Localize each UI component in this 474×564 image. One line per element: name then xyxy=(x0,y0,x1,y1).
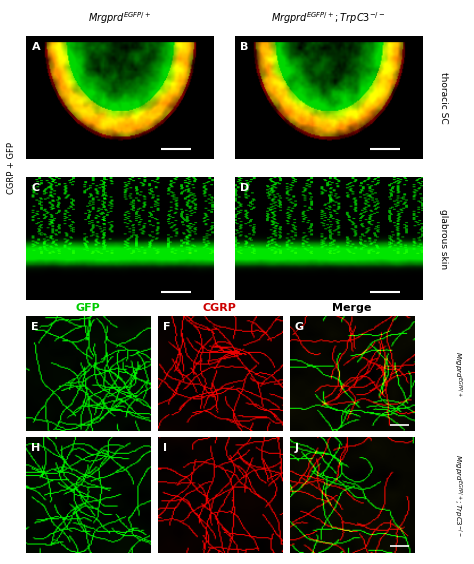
Text: B: B xyxy=(240,42,249,52)
Text: G: G xyxy=(294,321,304,332)
Text: thoracic SC: thoracic SC xyxy=(439,72,447,124)
Text: CGRP + GFP: CGRP + GFP xyxy=(8,142,16,194)
Text: E: E xyxy=(31,321,39,332)
Text: H: H xyxy=(31,443,40,453)
Text: $\it{Mrgprd}$$^{\it{EGFP/+}}$$\it{;TrpC3}$$^{\it{-/-}}$: $\it{Mrgprd}$$^{\it{EGFP/+}}$$\it{;TrpC3… xyxy=(271,10,385,26)
Text: GFP: GFP xyxy=(76,303,100,313)
Text: CGRP: CGRP xyxy=(203,303,237,313)
Text: $\it{Mrgprd}$$^{\it{EGFP/+}}$: $\it{Mrgprd}$$^{\it{EGFP/+}}$ xyxy=(451,351,464,396)
Text: $\it{Mrgprd}$$^{\it{EGFP/+}}$$\it{;TrpC3}$$^{\it{-/-}}$: $\it{Mrgprd}$$^{\it{EGFP/+}}$$\it{;TrpC3… xyxy=(451,453,464,536)
Text: $\it{Mrgprd}$$^{\it{EGFP/+}}$: $\it{Mrgprd}$$^{\it{EGFP/+}}$ xyxy=(88,10,151,26)
Text: F: F xyxy=(163,321,170,332)
Text: J: J xyxy=(294,443,299,453)
Text: glabrous skin: glabrous skin xyxy=(439,209,447,268)
Text: I: I xyxy=(163,443,167,453)
Text: A: A xyxy=(32,42,40,52)
Text: C: C xyxy=(32,183,40,193)
Text: D: D xyxy=(240,183,249,193)
Text: Merge: Merge xyxy=(332,303,372,313)
